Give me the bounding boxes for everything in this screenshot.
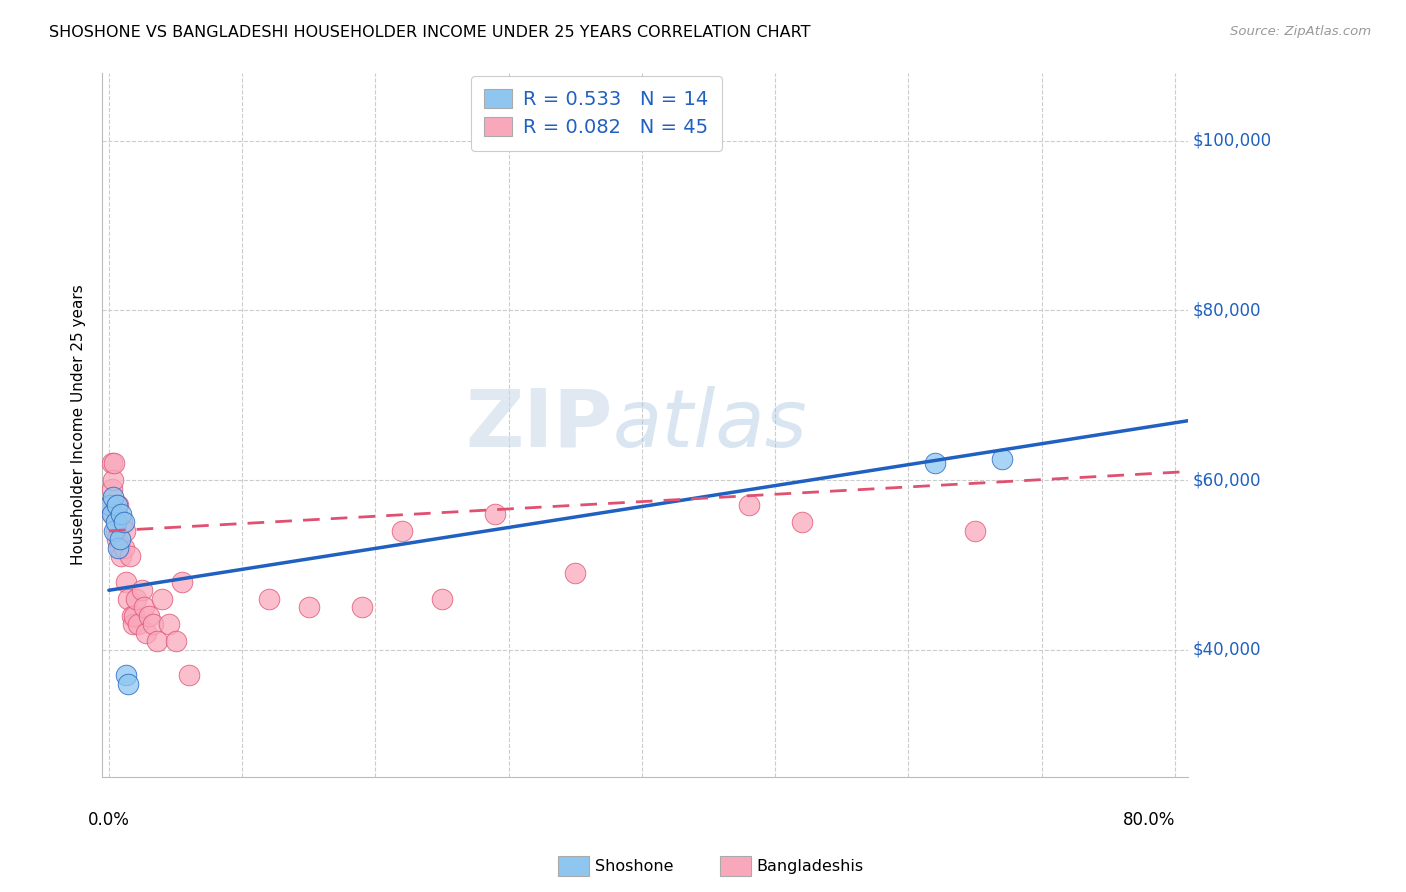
Text: $80,000: $80,000	[1192, 301, 1261, 319]
Point	[146, 634, 169, 648]
Point	[104, 524, 127, 538]
Point	[112, 516, 135, 530]
Point	[108, 541, 131, 555]
Text: Bangladeshis: Bangladeshis	[756, 859, 863, 873]
Point	[105, 533, 128, 547]
Point	[132, 600, 155, 615]
Point	[101, 507, 124, 521]
Point	[298, 600, 321, 615]
Text: $40,000: $40,000	[1192, 640, 1261, 658]
Point	[100, 507, 122, 521]
Text: $100,000: $100,000	[1192, 132, 1271, 150]
Point	[100, 482, 122, 496]
Point	[790, 516, 813, 530]
Text: 0.0%: 0.0%	[89, 811, 129, 829]
Point	[117, 591, 139, 606]
Point	[104, 516, 127, 530]
Point	[165, 634, 187, 648]
Point	[965, 524, 987, 538]
Point	[135, 625, 157, 640]
Point	[105, 507, 128, 521]
Point	[98, 499, 121, 513]
Point	[103, 456, 125, 470]
Text: $60,000: $60,000	[1192, 471, 1261, 489]
Point	[484, 507, 506, 521]
Point	[108, 533, 131, 547]
Point	[121, 608, 143, 623]
Point	[391, 524, 413, 538]
Point	[564, 566, 586, 581]
Point	[257, 591, 280, 606]
Point	[122, 608, 145, 623]
Y-axis label: Householder Income Under 25 years: Householder Income Under 25 years	[72, 285, 86, 566]
Point	[107, 499, 129, 513]
Point	[101, 490, 124, 504]
Point	[114, 524, 136, 538]
Point	[110, 507, 132, 521]
Point	[111, 516, 134, 530]
Text: ZIP: ZIP	[465, 386, 613, 464]
Point	[120, 549, 142, 564]
Point	[104, 499, 127, 513]
Point	[737, 499, 759, 513]
Point	[172, 574, 194, 589]
Point	[127, 617, 149, 632]
Point	[107, 541, 129, 555]
Point	[142, 617, 165, 632]
Point	[110, 549, 132, 564]
Point	[352, 600, 374, 615]
Point	[115, 574, 138, 589]
Point	[991, 451, 1014, 466]
Point	[121, 617, 143, 632]
Point	[177, 668, 200, 682]
Point	[131, 583, 153, 598]
Text: atlas: atlas	[613, 386, 807, 464]
Point	[924, 456, 946, 470]
Point	[98, 499, 121, 513]
Point	[157, 617, 180, 632]
Point	[117, 676, 139, 690]
Point	[100, 456, 122, 470]
Point	[105, 499, 128, 513]
Point	[112, 541, 135, 555]
Legend: R = 0.533   N = 14, R = 0.082   N = 45: R = 0.533 N = 14, R = 0.082 N = 45	[471, 76, 723, 151]
Point	[138, 608, 160, 623]
Point	[101, 473, 124, 487]
Text: Shoshone: Shoshone	[595, 859, 673, 873]
Point	[430, 591, 453, 606]
Point	[150, 591, 173, 606]
Text: SHOSHONE VS BANGLADESHI HOUSEHOLDER INCOME UNDER 25 YEARS CORRELATION CHART: SHOSHONE VS BANGLADESHI HOUSEHOLDER INCO…	[49, 25, 811, 40]
Text: Source: ZipAtlas.com: Source: ZipAtlas.com	[1230, 25, 1371, 38]
Point	[124, 591, 146, 606]
Point	[115, 668, 138, 682]
Text: 80.0%: 80.0%	[1122, 811, 1175, 829]
Point	[103, 524, 125, 538]
